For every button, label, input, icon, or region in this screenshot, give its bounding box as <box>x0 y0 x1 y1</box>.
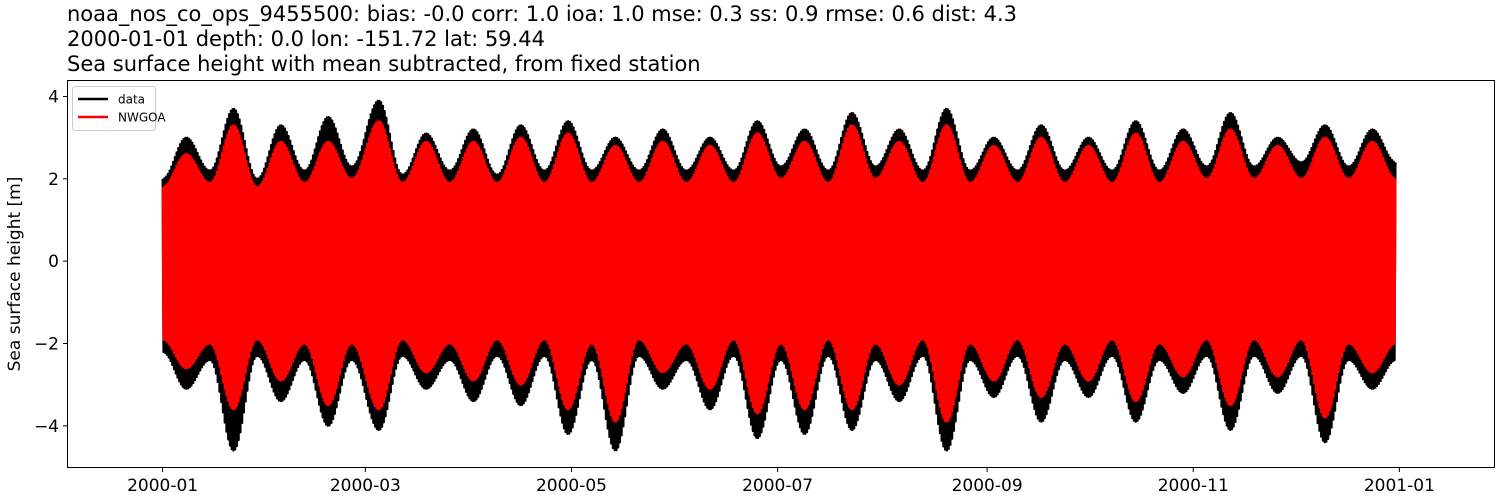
series-line-data <box>161 99 1397 452</box>
x-tick-label: 2000-01 <box>127 476 198 496</box>
series-line-nwgoa <box>161 120 1397 423</box>
plot-frame <box>67 80 1495 468</box>
y-tick-label: −4 <box>34 417 59 437</box>
chart-title-block: noaa_nos_co_ops_9455500: bias: -0.0 corr… <box>67 2 1017 77</box>
legend-box <box>72 86 156 131</box>
chart-subtitle-location: 2000-01-01 depth: 0.0 lon: -151.72 lat: … <box>67 27 545 51</box>
legend: data NWGOA <box>72 86 166 131</box>
x-tick-label: 2000-05 <box>536 476 607 496</box>
x-axis: 2000-01 2000-03 2000-05 2000-07 2000-09 2000-… <box>127 467 1435 496</box>
x-tick-label: 2001-01 <box>1364 476 1435 496</box>
x-tick-label: 2000-03 <box>330 476 401 496</box>
legend-label-data: data <box>118 93 145 107</box>
y-tick-label: 0 <box>48 252 59 272</box>
x-tick-label: 2000-09 <box>952 476 1023 496</box>
y-tick-label: 2 <box>48 170 59 190</box>
chart-subtitle-description: Sea surface height with mean subtracted,… <box>67 52 701 76</box>
x-tick-label: 2000-07 <box>742 476 813 496</box>
y-tick-label: −2 <box>34 334 59 354</box>
chart-title: noaa_nos_co_ops_9455500: bias: -0.0 corr… <box>67 2 1018 26</box>
y-axis: −4 −2 0 2 4 <box>34 87 68 437</box>
legend-label-nwgoa: NWGOA <box>118 111 166 125</box>
plot-content <box>161 99 1397 452</box>
y-axis-label: Sea surface height [m] <box>5 177 25 372</box>
y-tick-label: 4 <box>48 87 59 107</box>
x-tick-label: 2000-11 <box>1158 476 1229 496</box>
